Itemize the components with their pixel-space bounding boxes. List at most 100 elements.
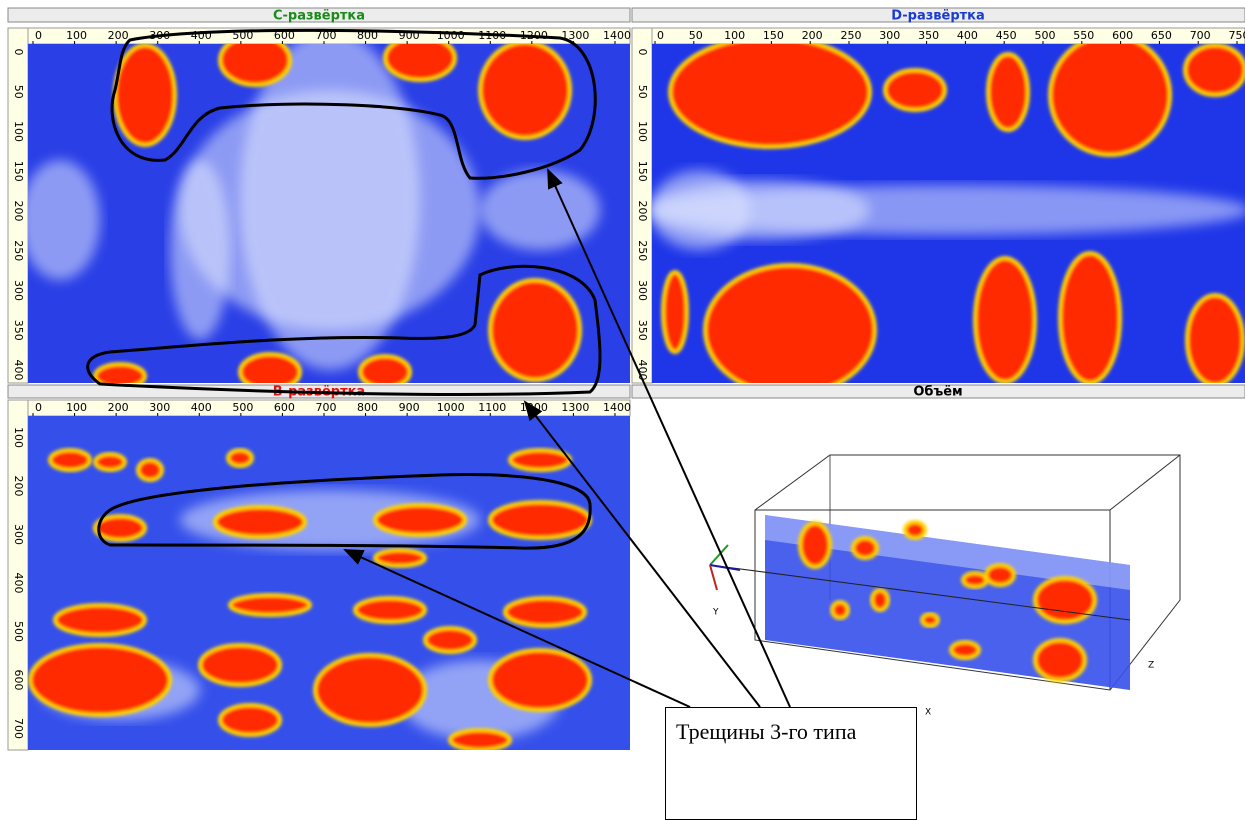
y-tick-label: 350 [636, 320, 649, 341]
x-tick-label: 100 [66, 401, 87, 414]
y-tick-label: 100 [12, 427, 25, 448]
heatmap-blob [663, 272, 687, 352]
y-tick-label: 250 [12, 240, 25, 261]
x-tick-label: 550 [1073, 29, 1094, 42]
x-tick-label: 300 [149, 29, 170, 42]
x-tick-label: 600 [274, 29, 295, 42]
heatmap-blob [220, 705, 280, 735]
heatmap-blob [975, 258, 1035, 382]
x-tick-label: 1100 [478, 29, 506, 42]
heatmap-blob [138, 460, 162, 480]
x-tick-label: 200 [108, 401, 129, 414]
x-tick-label: 400 [191, 29, 212, 42]
volume-view: Y Z X [710, 455, 1180, 718]
x-tick-label: 300 [149, 401, 170, 414]
heatmap-blob [1050, 35, 1170, 155]
y-tick-label: 400 [12, 360, 25, 381]
x-tick-label: 300 [879, 29, 900, 42]
y-tick-label: 700 [12, 718, 25, 739]
heatmap-haze [170, 160, 230, 340]
x-tick-label: 700 [315, 29, 336, 42]
heatmap-blob [375, 505, 465, 535]
x-tick-label: 400 [957, 29, 978, 42]
x-tick-label: 150 [763, 29, 784, 42]
heatmap-blob [705, 265, 875, 395]
heatmap-blob [490, 502, 590, 538]
x-tick-label: 1400 [603, 29, 631, 42]
heatmap-blob [670, 37, 870, 147]
x-tick-label: 650 [1151, 29, 1172, 42]
heatmap-blob [55, 605, 145, 635]
x-tick-label: 800 [357, 29, 378, 42]
y-tick-label: 150 [636, 161, 649, 182]
heatmap-blob [832, 602, 848, 618]
heatmap-blob [922, 614, 938, 626]
axis-gizmo [710, 565, 717, 590]
y-tick-label: 350 [12, 320, 25, 341]
x-tick-label: 100 [66, 29, 87, 42]
x-tick-label: 500 [1035, 29, 1056, 42]
x-tick-label: 450 [996, 29, 1017, 42]
x-tick-label: 500 [232, 401, 253, 414]
volume-axis-label: X [925, 708, 931, 718]
y-tick-label: 100 [12, 121, 25, 142]
x-tick-label: 0 [35, 401, 42, 414]
heatmap-blob [988, 54, 1028, 130]
volume-axis-label: Z [1148, 661, 1154, 671]
y-tick-label: 50 [12, 85, 25, 99]
x-tick-label: 600 [274, 401, 295, 414]
x-tick-label: 700 [315, 401, 336, 414]
x-tick-label: 800 [357, 401, 378, 414]
y-tick-label: 100 [636, 121, 649, 142]
heatmap-blob [95, 454, 125, 470]
heatmap-blob [355, 598, 425, 622]
panel-title: Объём [913, 385, 962, 400]
y-tick-label: 0 [636, 49, 649, 56]
x-tick-label: 1200 [520, 401, 548, 414]
x-tick-label: 50 [689, 29, 703, 42]
heatmap-blob [505, 598, 585, 626]
y-tick-label: 400 [636, 360, 649, 381]
heatmap-blob [951, 642, 979, 658]
x-tick-label: 600 [1112, 29, 1133, 42]
heatmap-blob [1187, 295, 1243, 385]
heatmap-blob [853, 538, 877, 558]
annotation-box: Трещины 3-го типа [665, 707, 917, 820]
y-tick-label: 300 [636, 280, 649, 301]
heatmap-blob [50, 450, 90, 470]
heatmap-blob [230, 595, 310, 615]
x-tick-label: 900 [399, 401, 420, 414]
x-tick-label: 250 [841, 29, 862, 42]
x-tick-label: 750 [1229, 29, 1245, 42]
x-tick-label: 1300 [561, 401, 589, 414]
x-tick-label: 1100 [478, 401, 506, 414]
y-tick-label: 500 [12, 621, 25, 642]
heatmap-haze [20, 160, 100, 280]
x-tick-label: 0 [35, 29, 42, 42]
heatmap-blob [490, 650, 590, 710]
y-tick-label: 50 [636, 85, 649, 99]
x-tick-label: 1000 [437, 401, 465, 414]
y-tick-label: 200 [12, 201, 25, 222]
box-edge [1110, 455, 1180, 510]
heatmap-blob [986, 565, 1014, 585]
y-tick-label: 250 [636, 240, 649, 261]
x-tick-label: 500 [232, 29, 253, 42]
y-tick-label: 300 [12, 524, 25, 545]
x-tick-label: 350 [918, 29, 939, 42]
x-tick-label: 700 [1190, 29, 1211, 42]
y-tick-label: 400 [12, 573, 25, 594]
x-tick-label: 1200 [520, 29, 548, 42]
volume-axis-label: Y [712, 608, 719, 618]
heatmap-blob [450, 730, 510, 750]
heatmap-blob [1185, 45, 1245, 95]
y-tick-label: 200 [636, 201, 649, 222]
heatmap-blob [215, 507, 305, 537]
axis-gizmo [710, 565, 740, 570]
x-tick-label: 1400 [603, 401, 631, 414]
heatmap-blob [510, 450, 570, 470]
heatmap-blob [30, 645, 170, 715]
heatmap-haze [480, 170, 600, 250]
